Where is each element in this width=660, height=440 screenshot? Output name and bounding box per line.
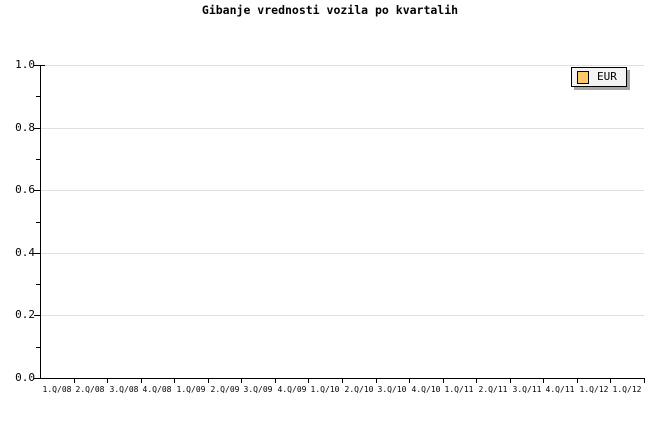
x-tick <box>376 379 377 383</box>
legend: EUR <box>571 67 627 87</box>
x-tick <box>443 379 444 383</box>
y-axis-line <box>40 65 41 379</box>
x-tick-label: 3.Q/10 <box>377 385 407 394</box>
x-tick <box>342 379 343 383</box>
x-tick <box>174 379 175 383</box>
x-tick-label: 1.Q/11 <box>444 385 474 394</box>
x-tick-label: 1.Q/10 <box>310 385 340 394</box>
x-tick <box>141 379 142 383</box>
y-minor-tick <box>36 284 40 285</box>
x-tick-label: 2.Q/11 <box>478 385 508 394</box>
y-minor-tick <box>36 347 40 348</box>
y-minor-tick <box>36 159 40 160</box>
y-major-tick <box>34 315 40 316</box>
y-gridline <box>41 315 644 316</box>
axis-top-nub <box>41 65 45 66</box>
x-tick-label: 2.Q/10 <box>344 385 374 394</box>
x-axis-line <box>40 378 645 379</box>
y-gridline <box>41 128 644 129</box>
x-tick <box>275 379 276 383</box>
y-major-tick <box>34 128 40 129</box>
x-tick <box>610 379 611 383</box>
x-tick <box>543 379 544 383</box>
y-gridline <box>41 190 644 191</box>
x-tick <box>208 379 209 383</box>
y-tick-label: 0.2 <box>15 308 35 321</box>
x-tick-label: 4.Q/08 <box>142 385 172 394</box>
x-tick-label: 4.Q/11 <box>545 385 575 394</box>
y-major-tick <box>34 65 40 66</box>
y-tick-label: 0.6 <box>15 183 35 196</box>
y-tick-label: 0.4 <box>15 246 35 259</box>
x-tick-label: 3.Q/09 <box>243 385 273 394</box>
x-tick-label: 2.Q/08 <box>75 385 105 394</box>
x-tick <box>409 379 410 383</box>
y-tick-label: 0.8 <box>15 121 35 134</box>
legend-swatch-eur-icon <box>577 70 589 84</box>
x-tick <box>510 379 511 383</box>
x-tick <box>476 379 477 383</box>
x-tick-label: 3.Q/11 <box>512 385 542 394</box>
y-major-tick <box>34 190 40 191</box>
x-tick <box>74 379 75 383</box>
x-tick <box>107 379 108 383</box>
x-tick-label: 1.Q/12 <box>579 385 609 394</box>
y-minor-tick <box>36 222 40 223</box>
y-gridline <box>41 65 644 66</box>
x-tick-label: 3.Q/08 <box>109 385 139 394</box>
y-tick-label: 1.0 <box>15 58 35 71</box>
x-tick-label: 4.Q/09 <box>277 385 307 394</box>
x-tick-label: 1.Q/12 <box>612 385 642 394</box>
x-tick <box>308 379 309 383</box>
y-gridline <box>41 253 644 254</box>
y-major-tick <box>34 378 40 379</box>
y-major-tick <box>34 253 40 254</box>
chart-title: Gibanje vrednosti vozila po kvartalih <box>201 3 459 17</box>
legend-label: EUR <box>597 70 617 83</box>
y-tick-label: 0.0 <box>15 371 35 384</box>
x-tick-label: 1.Q/08 <box>42 385 72 394</box>
x-tick-label: 1.Q/09 <box>176 385 206 394</box>
y-minor-tick <box>36 96 40 97</box>
x-tick-label: 2.Q/09 <box>210 385 240 394</box>
x-tick <box>577 379 578 383</box>
x-tick <box>644 379 645 383</box>
x-tick-label: 4.Q/10 <box>411 385 441 394</box>
x-tick <box>241 379 242 383</box>
